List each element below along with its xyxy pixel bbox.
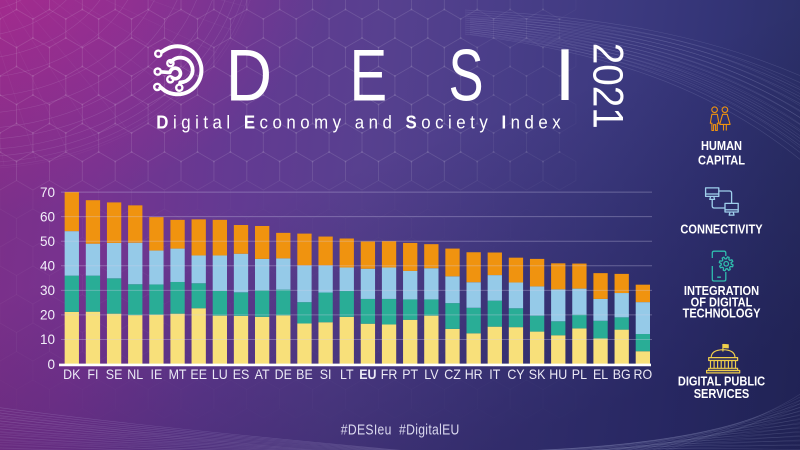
svg-text:LU: LU	[212, 366, 228, 382]
svg-text:70: 70	[40, 185, 55, 200]
svg-text:0: 0	[47, 357, 55, 372]
svg-text:HR: HR	[465, 366, 483, 382]
svg-text:2021: 2021	[584, 43, 632, 129]
svg-text:ES: ES	[233, 366, 250, 382]
svg-text:BE: BE	[296, 366, 313, 382]
svg-text:NL: NL	[127, 366, 143, 382]
svg-text:SERVICES: SERVICES	[694, 386, 750, 401]
svg-text:SI: SI	[320, 366, 332, 382]
svg-text:OF DIGITAL: OF DIGITAL	[691, 294, 753, 309]
svg-text:TECHNOLOGY: TECHNOLOGY	[683, 306, 761, 321]
svg-text:EU: EU	[359, 366, 376, 382]
svg-text:EE: EE	[190, 366, 207, 382]
svg-text:BG: BG	[613, 366, 631, 382]
svg-text:FR: FR	[381, 366, 398, 382]
svg-text:DK: DK	[63, 366, 81, 382]
svg-text:CY: CY	[507, 366, 525, 382]
svg-text:CZ: CZ	[444, 366, 461, 382]
svg-text:40: 40	[40, 259, 55, 274]
svg-text:CONNECTIVITY: CONNECTIVITY	[680, 222, 762, 237]
svg-text:SE: SE	[106, 366, 123, 382]
svg-text:CAPITAL: CAPITAL	[698, 152, 745, 167]
svg-text:IT: IT	[489, 366, 500, 382]
svg-text:PL: PL	[572, 366, 587, 382]
svg-text:30: 30	[40, 283, 55, 298]
svg-text:LT: LT	[340, 366, 354, 382]
svg-text:D: D	[226, 34, 272, 116]
svg-text:E: E	[350, 34, 387, 116]
svg-text:60: 60	[40, 209, 55, 224]
svg-text:PT: PT	[402, 366, 418, 382]
svg-text:FI: FI	[87, 366, 98, 382]
svg-text:LV: LV	[424, 366, 439, 382]
svg-text:DIGITAL PUBLIC: DIGITAL PUBLIC	[678, 374, 766, 389]
svg-text:50: 50	[40, 234, 55, 249]
svg-text:#DESIeu #DigitalEU: #DESIeu #DigitalEU	[341, 421, 460, 438]
svg-text:10: 10	[40, 332, 55, 347]
svg-text:SK: SK	[529, 366, 546, 382]
svg-text:EL: EL	[593, 366, 608, 382]
svg-text:20: 20	[40, 308, 55, 323]
svg-text:RO: RO	[634, 366, 653, 382]
svg-text:HUMAN: HUMAN	[701, 138, 742, 153]
svg-text:Digital Economy and Society In: Digital Economy and Society Index	[156, 112, 565, 133]
svg-text:DE: DE	[275, 366, 293, 382]
svg-text:HU: HU	[549, 366, 567, 382]
svg-text:AT: AT	[255, 366, 270, 382]
svg-text:INTEGRATION: INTEGRATION	[684, 283, 759, 298]
svg-text:IE: IE	[151, 366, 163, 382]
svg-text:S: S	[449, 35, 484, 116]
svg-text:MT: MT	[169, 366, 187, 382]
